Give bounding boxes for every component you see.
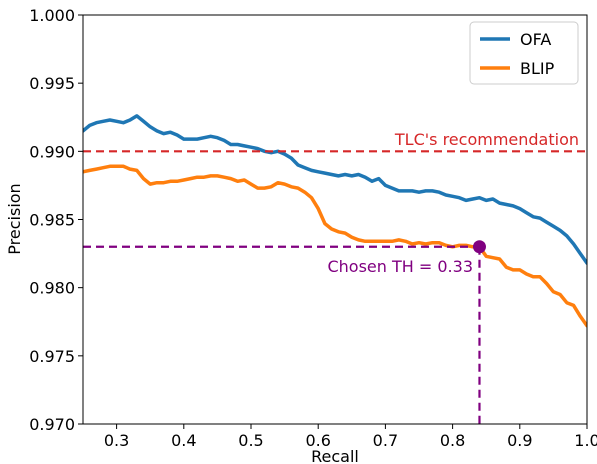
y-tick-label: 0.995 [29,74,75,93]
y-tick-label: 0.985 [29,211,75,230]
plot-area [83,114,587,424]
x-axis: 0.3 0.4 0.5 0.6 0.7 0.8 0.9 1.0 [104,424,597,450]
x-tick-label: 0.8 [440,431,465,450]
y-tick-label: 0.970 [29,415,75,434]
x-tick-label: 0.7 [373,431,398,450]
reference-layer [83,150,587,424]
x-tick-label: 0.4 [171,431,196,450]
series-line-ofa [83,114,587,265]
x-axis-title: Recall [311,447,359,464]
x-tick-label: 0.6 [305,431,330,450]
x-tick-label: 1.0 [574,431,597,450]
chosen-threshold-label: Chosen TH = 0.33 [327,257,473,276]
legend-label-blip: BLIP [520,59,555,78]
legend-label-ofa: OFA [520,30,551,49]
y-tick-label: 0.975 [29,347,75,366]
x-tick-label: 0.5 [238,431,263,450]
series-layer [83,114,587,328]
y-tick-label: 1.000 [29,6,75,25]
y-tick-label: 0.990 [29,142,75,161]
marker-layer [472,240,486,254]
chosen-threshold-point [472,240,486,254]
x-tick-label: 0.9 [507,431,532,450]
y-tick-label: 0.980 [29,279,75,298]
series-line-blip [83,164,587,328]
y-axis-title: Precision [5,183,24,254]
x-tick-label: 0.3 [104,431,129,450]
legend: OFA BLIP [469,21,579,85]
tlc-recommendation-label: TLC's recommendation [394,130,579,149]
y-axis: 0.970 0.975 0.980 0.985 0.990 0.995 1.000 [29,6,83,434]
